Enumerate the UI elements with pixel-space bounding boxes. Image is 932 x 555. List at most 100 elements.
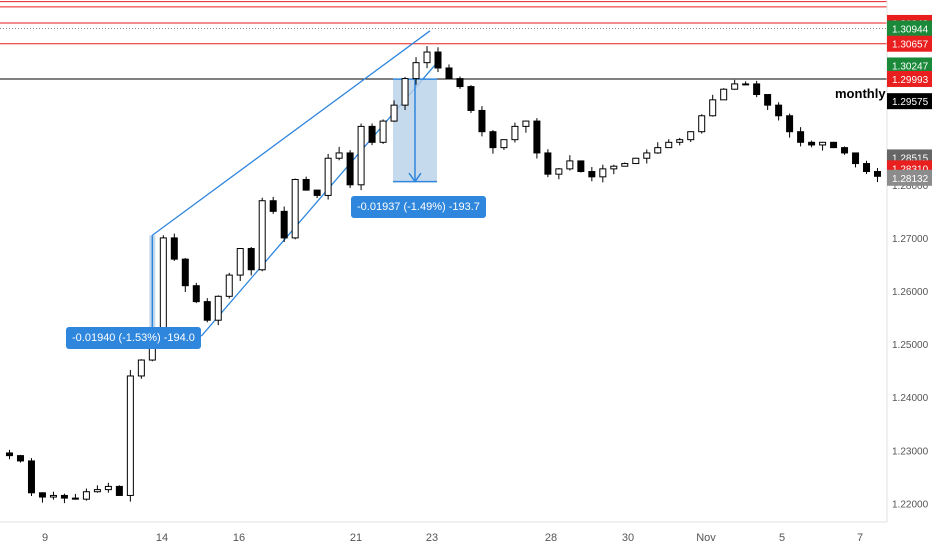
candle-body-26 [291, 178, 299, 239]
candle-body-49 [544, 152, 552, 175]
candle-body-64 [709, 99, 717, 117]
candle-body-54 [599, 168, 607, 178]
candle-body-59 [654, 147, 662, 154]
candle-body-36 [401, 78, 409, 106]
candle-body-55 [610, 165, 618, 170]
x-tick-2: 16 [233, 532, 245, 544]
price-label-8: 1.28132 [892, 174, 929, 185]
candle-body-39 [434, 51, 442, 69]
candle-body-37 [412, 62, 420, 80]
candle-body-20 [225, 274, 233, 297]
candle-body-50 [555, 168, 563, 175]
candle-body-19 [214, 295, 222, 321]
candle-body-33 [368, 125, 376, 143]
measure-label-right: -0.01937 (-1.49%) -193.7 [351, 196, 486, 218]
candle-body-12 [137, 359, 145, 377]
x-tick-0: 9 [42, 532, 48, 544]
y-tick-1: 1.23000 [892, 446, 929, 457]
candle-body-15 [170, 237, 178, 260]
candle-body-53 [588, 171, 596, 178]
monthly-level-label: monthly [835, 86, 886, 101]
y-tick-6: 1.28000 [892, 181, 929, 192]
candle-body-62 [687, 131, 695, 141]
price-label-bg-8 [887, 169, 932, 186]
wedge-upper-line [151, 30, 431, 236]
candle-body-65 [720, 88, 728, 101]
candle-body-74 [819, 141, 827, 146]
candle-body-27 [302, 178, 310, 191]
y-tick-4: 1.26000 [892, 287, 929, 298]
x-tick-7: Nov [696, 532, 716, 544]
candle-body-22 [247, 248, 255, 271]
candle-body-47 [522, 120, 530, 127]
y-tick-5: 1.27000 [892, 234, 929, 245]
x-tick-8: 5 [779, 532, 785, 544]
candle-body-5 [60, 494, 68, 499]
price-label-bg-3 [887, 57, 932, 74]
x-tick-6: 30 [622, 532, 634, 544]
candle-body-70 [775, 104, 783, 117]
candle-body-1 [16, 455, 24, 462]
candle-body-51 [566, 160, 574, 170]
candle-body-38 [423, 51, 431, 64]
candle-body-17 [192, 285, 200, 303]
x-tick-4: 23 [426, 532, 438, 544]
candle-body-75 [830, 141, 838, 149]
candle-body-21 [236, 248, 244, 276]
candle-body-56 [621, 163, 629, 167]
candle-body-30 [335, 152, 343, 159]
candle-body-71 [786, 115, 794, 133]
x-tick-1: 14 [156, 532, 168, 544]
candle-body-57 [632, 157, 640, 165]
candle-body-16 [181, 258, 189, 287]
candle-body-3 [38, 492, 46, 498]
candle-body-79 [874, 171, 882, 177]
price-axis-background [887, 0, 932, 550]
candle-body-35 [390, 104, 398, 122]
y-tick-0: 1.22000 [892, 499, 929, 510]
candle-body-63 [698, 115, 706, 133]
candle-body-52 [577, 160, 585, 173]
candle-body-6 [71, 497, 79, 500]
candle-body-40 [445, 67, 453, 80]
candle-body-42 [467, 86, 475, 111]
price-label-5: 1.29575 [892, 97, 929, 108]
candle-body-46 [511, 125, 519, 141]
candle-body-28 [313, 189, 321, 196]
price-label-3: 1.30247 [892, 61, 929, 72]
candle-body-61 [676, 139, 684, 143]
candle-body-44 [489, 131, 497, 149]
x-tick-9: 7 [857, 532, 863, 544]
x-tick-3: 21 [350, 532, 362, 544]
price-label-1: 1.30944 [892, 24, 929, 35]
candle-body-72 [797, 131, 805, 143]
price-label-bg-1 [887, 20, 932, 37]
measure-arrowhead-right [408, 172, 422, 183]
candle-body-45 [500, 139, 508, 149]
candle-body-77 [852, 152, 860, 165]
candle-body-60 [665, 141, 673, 149]
candle-body-48 [533, 120, 541, 154]
candle-body-25 [280, 210, 288, 239]
candle-body-41 [456, 78, 464, 88]
candle-body-9 [104, 485, 112, 491]
measure-label-left: -0.01940 (-1.53%) -194.0 [66, 327, 201, 349]
price-label-2: 1.30657 [892, 40, 929, 51]
candle-body-18 [203, 301, 211, 321]
candle-body-10 [115, 485, 123, 496]
price-label-bg-4 [887, 70, 932, 87]
candle-body-11 [126, 375, 134, 496]
price-label-6: 1.28515 [892, 153, 929, 164]
candle-body-23 [258, 200, 266, 271]
candle-body-4 [49, 494, 57, 498]
candle-body-31 [346, 152, 354, 186]
candle-body-8 [93, 489, 101, 493]
candle-body-68 [753, 83, 761, 96]
candle-body-2 [27, 460, 35, 494]
candle-body-78 [863, 163, 871, 173]
price-label-4: 1.29993 [892, 75, 929, 86]
candle-body-0 [5, 452, 13, 457]
candle-body-76 [841, 147, 849, 154]
y-tick-3: 1.25000 [892, 340, 929, 351]
